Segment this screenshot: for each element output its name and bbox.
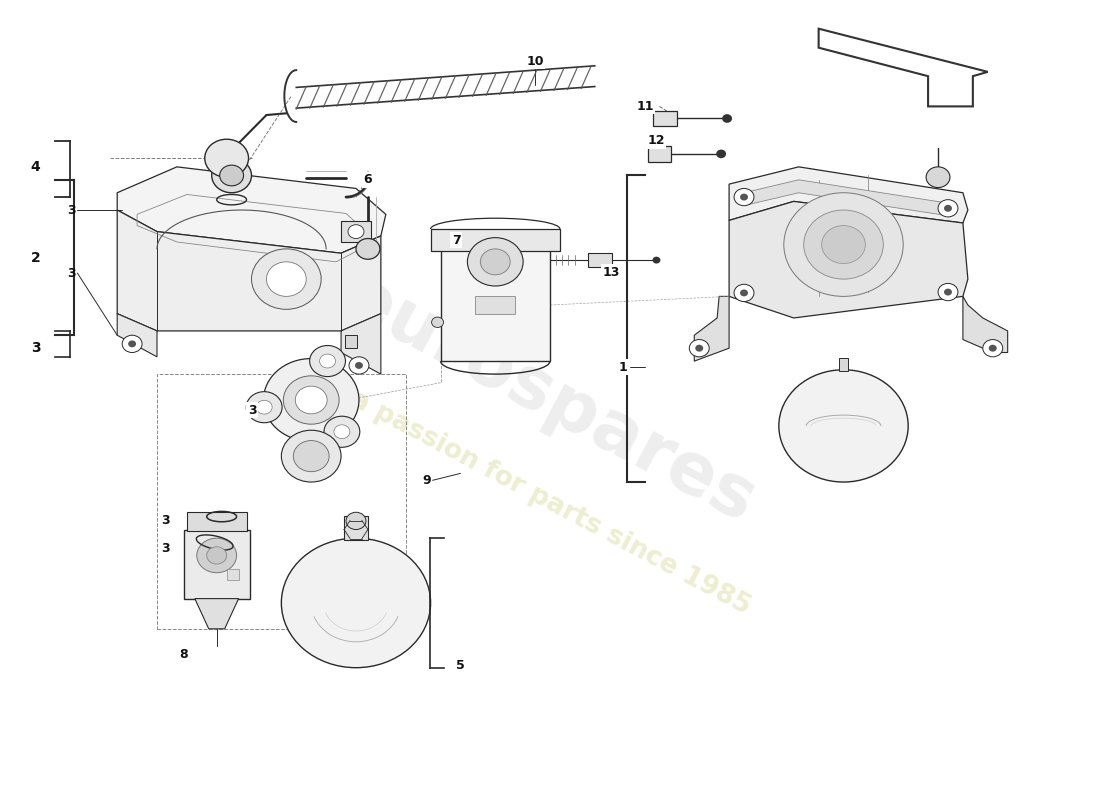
Circle shape <box>324 416 360 447</box>
Text: 4: 4 <box>31 160 41 174</box>
Bar <box>838 358 848 370</box>
Bar <box>341 222 371 242</box>
Bar <box>184 530 250 598</box>
Text: 3: 3 <box>248 404 256 417</box>
Circle shape <box>346 512 366 530</box>
Text: 3: 3 <box>67 203 76 217</box>
Circle shape <box>431 317 443 327</box>
Circle shape <box>356 238 380 259</box>
Text: 9: 9 <box>422 474 430 487</box>
Bar <box>653 110 678 126</box>
Text: 2: 2 <box>31 250 41 265</box>
Circle shape <box>784 193 903 296</box>
Polygon shape <box>694 296 729 361</box>
Circle shape <box>722 114 733 123</box>
Polygon shape <box>962 296 1008 353</box>
Circle shape <box>468 238 524 286</box>
Polygon shape <box>341 314 381 374</box>
Circle shape <box>944 289 952 295</box>
Circle shape <box>205 139 249 178</box>
Circle shape <box>246 392 282 422</box>
Circle shape <box>938 200 958 217</box>
Polygon shape <box>818 29 988 106</box>
Circle shape <box>197 538 236 573</box>
Text: 3: 3 <box>162 514 169 527</box>
Circle shape <box>252 249 321 310</box>
Bar <box>441 249 550 361</box>
Circle shape <box>348 225 364 238</box>
Circle shape <box>822 226 866 263</box>
Text: 3: 3 <box>67 266 76 279</box>
Text: 6: 6 <box>363 174 372 186</box>
Bar <box>430 229 560 250</box>
Circle shape <box>938 283 958 301</box>
Bar <box>648 146 671 162</box>
Bar <box>587 254 612 267</box>
Bar <box>157 374 406 629</box>
Polygon shape <box>118 210 381 331</box>
Circle shape <box>982 339 1003 357</box>
Bar <box>227 570 239 580</box>
Polygon shape <box>744 180 950 216</box>
Circle shape <box>695 345 703 352</box>
Circle shape <box>309 346 345 377</box>
Bar <box>187 512 246 531</box>
Text: 3: 3 <box>162 542 169 555</box>
Circle shape <box>652 257 660 263</box>
Circle shape <box>716 150 726 158</box>
Text: 12: 12 <box>648 134 666 147</box>
Circle shape <box>266 262 306 296</box>
Circle shape <box>926 167 950 187</box>
Circle shape <box>282 430 341 482</box>
Circle shape <box>211 158 252 193</box>
Circle shape <box>282 538 430 668</box>
Text: 3: 3 <box>31 341 41 355</box>
Text: 13: 13 <box>603 266 620 278</box>
Circle shape <box>284 376 339 424</box>
Circle shape <box>989 345 997 352</box>
Circle shape <box>207 546 227 564</box>
Text: 8: 8 <box>179 648 188 662</box>
Circle shape <box>734 284 754 302</box>
Bar <box>345 335 358 348</box>
Circle shape <box>320 354 336 368</box>
Text: 7: 7 <box>452 234 461 246</box>
Circle shape <box>740 290 748 296</box>
Bar <box>475 296 515 314</box>
Circle shape <box>944 205 952 212</box>
Circle shape <box>804 210 883 279</box>
Polygon shape <box>118 167 386 254</box>
Text: a passion for parts since 1985: a passion for parts since 1985 <box>345 386 755 620</box>
Circle shape <box>294 441 329 472</box>
Circle shape <box>481 249 510 274</box>
Circle shape <box>122 335 142 353</box>
Circle shape <box>779 370 909 482</box>
Circle shape <box>355 362 363 369</box>
Circle shape <box>264 358 359 442</box>
Circle shape <box>334 425 350 438</box>
Text: 5: 5 <box>456 659 465 673</box>
Polygon shape <box>195 598 239 629</box>
Circle shape <box>256 400 272 414</box>
Polygon shape <box>729 202 968 318</box>
Text: 11: 11 <box>637 100 654 113</box>
Text: eurospares: eurospares <box>332 262 768 538</box>
Polygon shape <box>118 314 157 357</box>
Polygon shape <box>729 167 968 223</box>
Circle shape <box>690 339 710 357</box>
Circle shape <box>128 341 136 347</box>
Circle shape <box>740 194 748 201</box>
Circle shape <box>220 165 243 186</box>
Text: 10: 10 <box>526 54 543 67</box>
Circle shape <box>734 189 754 206</box>
Bar <box>344 516 367 540</box>
Circle shape <box>349 357 368 374</box>
Text: 1: 1 <box>619 361 628 374</box>
Circle shape <box>295 386 327 414</box>
